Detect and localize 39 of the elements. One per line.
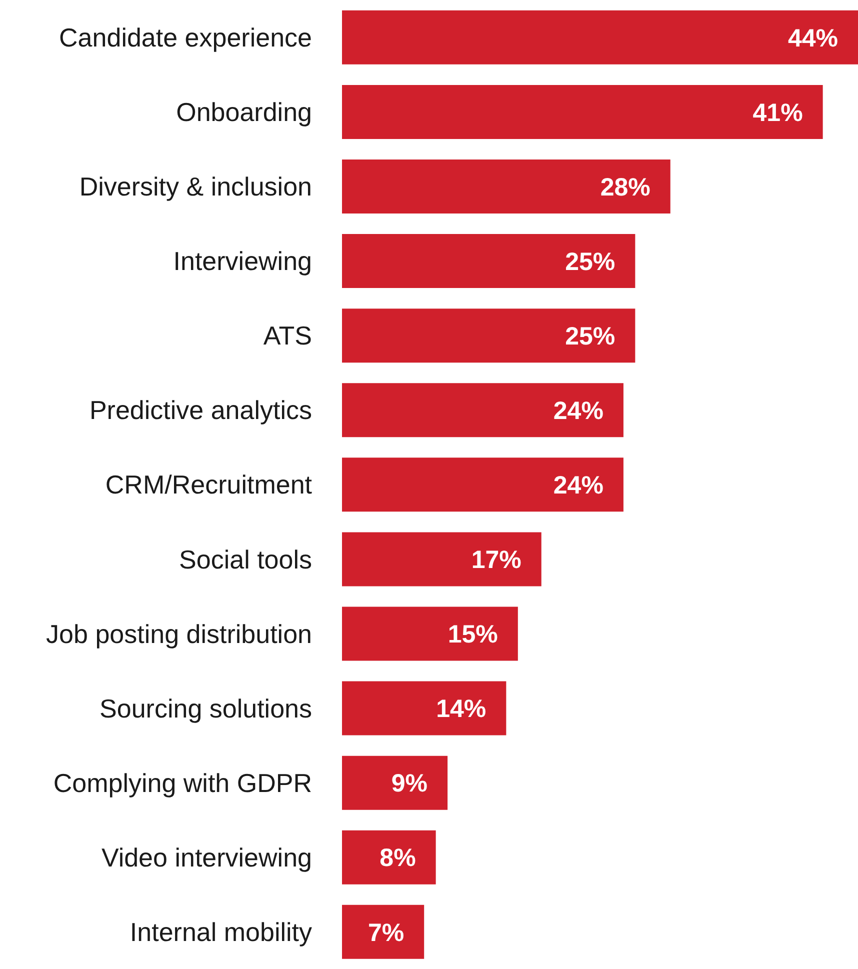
data-label: 15%: [448, 620, 498, 649]
data-label: 8%: [380, 844, 416, 872]
bar: [342, 681, 506, 736]
bar: [342, 904, 424, 959]
y-tick-label: ATS: [263, 320, 312, 351]
bar: [342, 308, 636, 363]
data-label: 41%: [752, 98, 803, 127]
data-label: 14%: [436, 695, 486, 724]
bar: [342, 84, 823, 139]
y-tick-label: Diversity & inclusion: [79, 172, 312, 202]
y-tick-label: Candidate experience: [59, 22, 312, 52]
y-tick-label: Interviewing: [173, 246, 312, 276]
y-tick-label: Internal mobility: [130, 916, 312, 947]
y-tick-label: Onboarding: [176, 97, 312, 128]
data-label: 25%: [565, 322, 616, 350]
bar: [342, 160, 670, 214]
bar: [342, 10, 858, 64]
data-label: 24%: [553, 472, 604, 500]
bar: [342, 234, 636, 288]
data-label: 17%: [471, 546, 522, 574]
bar: [342, 458, 624, 512]
y-tick-label: Video interviewing: [101, 842, 312, 872]
data-label: 25%: [565, 248, 616, 276]
y-tick-label: Complying with GDPR: [53, 768, 312, 798]
data-label: 44%: [788, 24, 838, 52]
y-tick-label: Sourcing solutions: [100, 693, 312, 724]
data-label: 9%: [391, 770, 428, 798]
y-tick-label: Social tools: [179, 544, 312, 574]
data-label: 7%: [368, 918, 404, 947]
data-label: 28%: [600, 173, 650, 202]
y-tick-label: Predictive analytics: [89, 395, 312, 426]
bar: [342, 756, 448, 810]
bar: [342, 383, 624, 438]
data-label: 24%: [553, 397, 604, 426]
bar: [342, 606, 518, 661]
y-tick-label: Job posting distribution: [46, 618, 312, 649]
bar: [342, 532, 542, 586]
y-tick-label: CRM/Recruitment: [105, 470, 313, 500]
bar: [342, 830, 436, 884]
